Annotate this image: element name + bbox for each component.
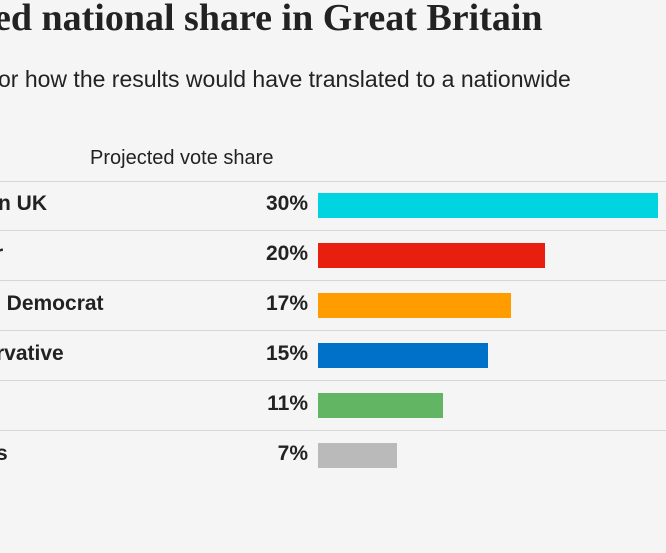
bar: [318, 293, 511, 318]
value-label: 7%: [277, 442, 308, 465]
category-label: s: [0, 442, 8, 465]
value-label: 20%: [265, 242, 308, 265]
value-label: 15%: [265, 342, 308, 365]
chart-row: n UK 30%: [0, 181, 666, 231]
category-label: r: [0, 242, 3, 266]
chart-row: 11%: [0, 381, 666, 431]
chart-row: s 7%: [0, 431, 666, 481]
row-divider: [0, 280, 666, 281]
bar: [318, 193, 658, 218]
row-divider: [0, 430, 666, 431]
category-label: l Democrat: [0, 292, 104, 315]
row-divider: [0, 380, 666, 381]
value-label: 17%: [265, 292, 308, 315]
category-label: rvative: [0, 342, 64, 365]
bar: [318, 393, 443, 418]
row-divider: [0, 230, 666, 231]
bar: [318, 343, 488, 368]
chart-subtitle: or how the results would have translated…: [0, 66, 571, 92]
column-header: Projected vote share: [90, 147, 274, 169]
row-divider: [0, 330, 666, 331]
bar: [318, 243, 545, 268]
value-label: 30%: [265, 192, 308, 215]
chart-row: r 20%: [0, 231, 666, 281]
chart-row: rvative 15%: [0, 331, 666, 381]
row-divider: [0, 181, 666, 182]
chart-title: ed national share in Great Britain: [0, 0, 543, 39]
bar: [318, 443, 397, 468]
chart-row: l Democrat 17%: [0, 281, 666, 331]
category-label: n UK: [0, 192, 47, 215]
value-label: 11%: [267, 392, 308, 415]
